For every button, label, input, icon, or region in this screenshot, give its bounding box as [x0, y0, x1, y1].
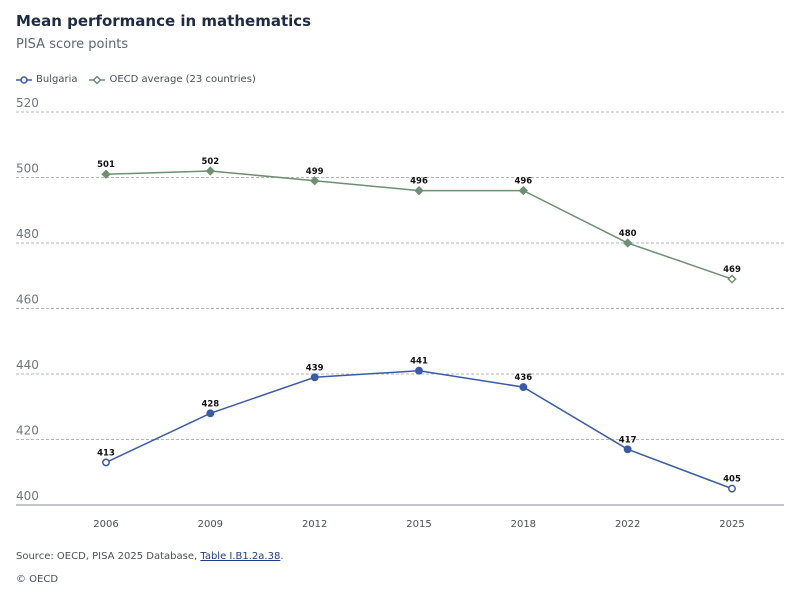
point-oecd-2015: [414, 185, 424, 196]
y-tick-label-400: 400: [16, 489, 39, 503]
point-bulgaria-2025: [728, 484, 736, 493]
data-label-oecd-2009: 502: [201, 157, 219, 167]
point-bulgaria-2012: [310, 373, 319, 382]
x-tick-label-2025: 2025: [719, 519, 744, 530]
y-tick-label-500: 500: [16, 162, 39, 176]
x-tick-label-2022: 2022: [615, 519, 640, 530]
point-oecd-2012: [310, 176, 320, 186]
y-tick-label-460: 460: [16, 293, 39, 307]
chart-subtitle: PISA score points: [16, 37, 129, 52]
data-label-oecd-2025: 469: [723, 265, 741, 275]
y-tick-label-520: 520: [16, 96, 39, 110]
data-label-bulgaria-2012: 439: [306, 363, 324, 373]
y-tick-label-420: 420: [16, 424, 39, 438]
series-line-bulgaria: [105, 369, 733, 490]
point-oecd-2022: [623, 238, 633, 248]
data-label-oecd-2015: 496: [410, 177, 428, 187]
legend-label-oecd: OECD average (23 countries): [109, 74, 256, 85]
point-oecd-2006: [101, 169, 111, 179]
point-oecd-2025: [727, 274, 737, 284]
legend-item-oecd[interactable]: OECD average (23 countries): [89, 74, 256, 85]
point-bulgaria-2015: [415, 366, 423, 375]
y-tick-label-440: 440: [16, 358, 39, 372]
point-bulgaria-2018: [519, 383, 528, 392]
data-label-oecd-2012: 499: [306, 167, 324, 177]
chart-title: Mean performance in mathematics: [16, 12, 312, 30]
copyright: © OECD: [16, 574, 59, 585]
point-bulgaria-2009: [206, 409, 215, 418]
point-bulgaria-2022: [623, 445, 632, 454]
x-tick-label-2018: 2018: [511, 519, 536, 530]
data-label-bulgaria-2006: 413: [97, 448, 115, 458]
source-prefix: Source: OECD, PISA 2025 Database,: [16, 551, 201, 562]
data-label-oecd-2006: 501: [97, 160, 115, 170]
point-oecd-2009: [205, 166, 215, 176]
legend-marker-oecd-icon: [89, 74, 106, 85]
legend: Bulgaria OECD average (23 countries): [16, 74, 268, 85]
point-bulgaria-2006: [102, 458, 110, 467]
data-label-bulgaria-2009: 428: [201, 399, 219, 409]
legend-label-bulgaria: Bulgaria: [36, 74, 78, 85]
data-label-bulgaria-2015: 441: [410, 357, 428, 367]
data-label-bulgaria-2025: 405: [723, 475, 741, 485]
x-tick-label-2015: 2015: [406, 519, 431, 530]
y-tick-label-480: 480: [16, 227, 39, 241]
source-table-link[interactable]: Table I.B1.2a.38: [200, 551, 281, 562]
x-tick-label-2009: 2009: [198, 519, 223, 530]
data-label-bulgaria-2018: 436: [514, 373, 532, 383]
source-note: Source: OECD, PISA 2025 Database, Table …: [16, 551, 284, 562]
x-tick-label-2006: 2006: [93, 519, 118, 530]
point-oecd-2018: [518, 185, 528, 196]
data-label-oecd-2018: 496: [514, 177, 532, 187]
legend-marker-bulgaria-icon: [16, 75, 32, 84]
legend-item-bulgaria[interactable]: Bulgaria: [16, 74, 77, 85]
x-tick-label-2012: 2012: [302, 519, 327, 530]
data-label-bulgaria-2022: 417: [619, 435, 637, 445]
source-suffix: .: [280, 551, 284, 562]
data-label-oecd-2022: 480: [619, 229, 637, 239]
